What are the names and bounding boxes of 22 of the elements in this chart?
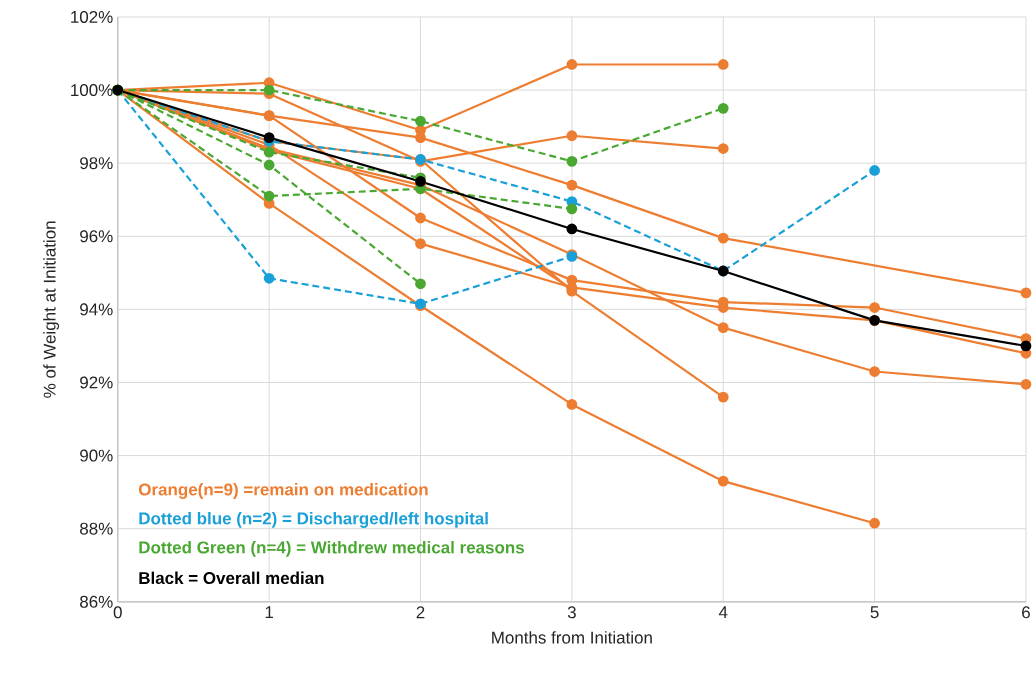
y-tick-label: 100% bbox=[71, 84, 113, 97]
x-tick-label: 0 bbox=[113, 606, 122, 619]
x-tick-label: 2 bbox=[416, 606, 425, 619]
x-tick-label: 5 bbox=[870, 606, 879, 619]
x-axis-title: Months from Initiation bbox=[492, 631, 652, 644]
y-tick-label: 92% bbox=[80, 376, 113, 389]
x-tick-label: 1 bbox=[265, 606, 274, 619]
y-tick-label: 94% bbox=[80, 303, 113, 316]
y-tick-label: 102% bbox=[71, 11, 113, 24]
y-axis-title: % of Weight at Initiation bbox=[43, 221, 60, 398]
x-tick-label: 6 bbox=[1022, 606, 1030, 619]
annotation: Black = Overall median bbox=[139, 571, 324, 585]
y-tick-label: 98% bbox=[80, 157, 113, 170]
annotation: Dotted Green (n=4) = Withdrew medical reasons bbox=[139, 541, 524, 557]
y-tick-label: 88% bbox=[80, 522, 113, 535]
annotation: Dotted blue (n=2) = Discharged/left hospital bbox=[139, 512, 488, 529]
x-tick-label: 4 bbox=[718, 606, 728, 619]
y-tick-label: 96% bbox=[80, 230, 113, 243]
y-tick-label: 86% bbox=[80, 595, 113, 608]
annotation: Orange(n=9) =remain on medication bbox=[138, 483, 428, 500]
y-tick-label: 90% bbox=[80, 449, 113, 462]
x-tick-label: 3 bbox=[567, 606, 576, 619]
